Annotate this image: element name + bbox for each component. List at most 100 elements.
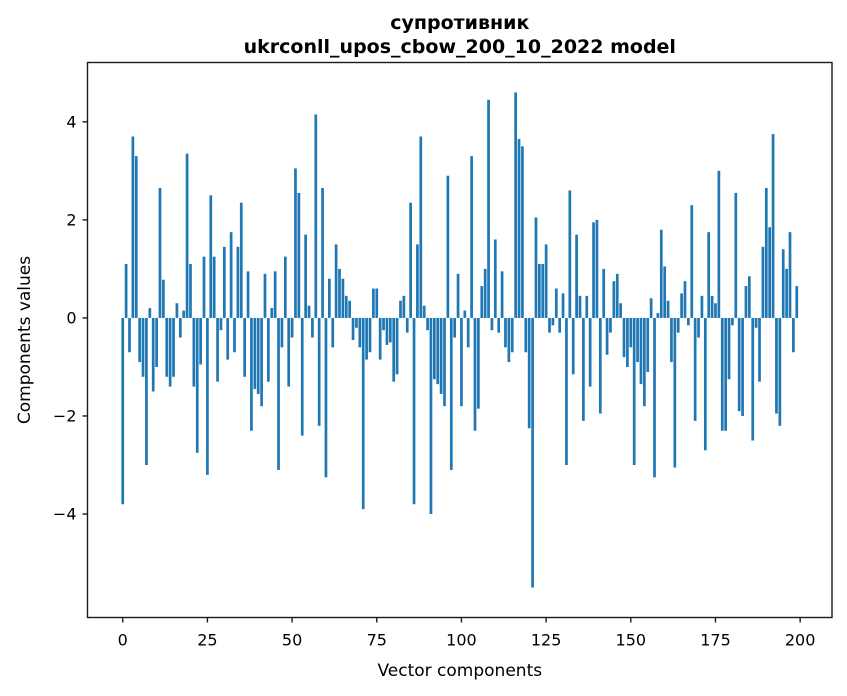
bar-116 [514, 92, 517, 318]
bar-71 [361, 317, 365, 510]
bar-141 [598, 317, 602, 414]
bar-75 [375, 288, 379, 318]
bar-43 [267, 317, 270, 382]
bar-52 [297, 192, 301, 318]
bar-27 [212, 256, 216, 318]
bar-185 [748, 276, 751, 318]
bar-117 [517, 138, 521, 318]
bar-14 [168, 317, 172, 387]
bar-112 [500, 271, 504, 318]
y-tick-label-0: 0 [66, 308, 76, 327]
bar-64 [338, 268, 341, 318]
bar-180 [731, 317, 734, 326]
bar-82 [399, 300, 402, 318]
bar-132 [568, 190, 572, 318]
bar-61 [327, 278, 331, 318]
bar-176 [717, 170, 721, 318]
bar-99 [456, 273, 460, 318]
bar-113 [504, 317, 507, 348]
bar-181 [734, 192, 738, 318]
bar-170 [697, 317, 700, 338]
bar-86 [412, 317, 416, 505]
bar-32 [229, 232, 233, 318]
axes-frame [86, 61, 833, 619]
bar-31 [226, 317, 230, 360]
bar-149 [626, 317, 629, 367]
bar-63 [334, 244, 338, 318]
x-tick-label-50: 50 [282, 631, 302, 650]
bar-91 [429, 317, 433, 515]
bar-187 [754, 317, 758, 328]
bar-46 [277, 317, 280, 470]
bar-186 [751, 317, 755, 441]
x-tick-label-125: 125 [531, 631, 562, 650]
y-tick-label--4: −4 [53, 505, 77, 524]
bar-79 [388, 317, 392, 343]
bar-188 [758, 317, 761, 382]
y-tick-label--2: −2 [53, 406, 77, 425]
bar-174 [710, 295, 714, 318]
bar-137 [585, 295, 589, 318]
bar-95 [443, 317, 446, 407]
x-tick-label-0: 0 [118, 631, 128, 650]
bar-138 [588, 317, 592, 387]
bar-33 [233, 317, 236, 353]
bar-178 [724, 317, 727, 431]
bar-19 [185, 153, 189, 318]
bar-85 [409, 202, 412, 318]
bar-12 [162, 279, 165, 318]
bar-168 [690, 205, 694, 318]
bar-93 [436, 317, 440, 385]
bar-54 [304, 234, 307, 318]
bar-134 [575, 234, 578, 318]
bar-126 [548, 317, 551, 333]
bar-145 [612, 281, 616, 318]
bar-44 [270, 308, 274, 318]
bar-143 [605, 317, 609, 355]
bar-42 [263, 273, 267, 318]
bar-142 [602, 268, 606, 318]
bar-96 [446, 175, 450, 318]
bar-153 [639, 317, 643, 385]
bar-34 [236, 246, 240, 318]
bar-165 [680, 293, 683, 318]
bar-110 [493, 239, 497, 318]
bar-36 [243, 317, 247, 377]
bar-172 [703, 317, 707, 451]
bar-140 [595, 219, 599, 318]
x-tick-label-75: 75 [367, 631, 387, 650]
bar-16 [175, 303, 179, 318]
bar-29 [219, 317, 223, 331]
bar-24 [202, 256, 206, 318]
bar-101 [463, 310, 467, 318]
bar-192 [771, 134, 775, 318]
bar-88 [419, 136, 423, 318]
bar-104 [473, 317, 477, 431]
chart-title-line2: ukrconll_upos_cbow_200_10_2022 model [244, 36, 676, 58]
bar-133 [571, 317, 575, 375]
bar-102 [466, 317, 470, 348]
x-tick-label-175: 175 [700, 631, 731, 650]
bar-146 [615, 273, 619, 318]
bar-39 [253, 317, 257, 390]
bar-9 [151, 317, 155, 392]
bar-21 [192, 317, 196, 387]
bar-148 [622, 317, 626, 358]
bar-173 [707, 232, 711, 318]
bar-105 [477, 317, 480, 409]
bar-78 [385, 317, 389, 345]
chart-title-line1: супротивник [390, 12, 529, 34]
x-tick-label-200: 200 [785, 631, 816, 650]
bar-123 [537, 264, 541, 318]
bar-50 [290, 317, 294, 338]
bar-22 [195, 317, 199, 453]
bar-90 [426, 317, 429, 331]
bar-15 [172, 317, 175, 377]
y-tick-label-2: 2 [66, 210, 76, 229]
bar-136 [582, 317, 585, 421]
bar-58 [317, 317, 321, 426]
bar-103 [470, 156, 473, 318]
y-tick-label-4: 4 [66, 112, 76, 131]
bar-166 [683, 281, 687, 318]
